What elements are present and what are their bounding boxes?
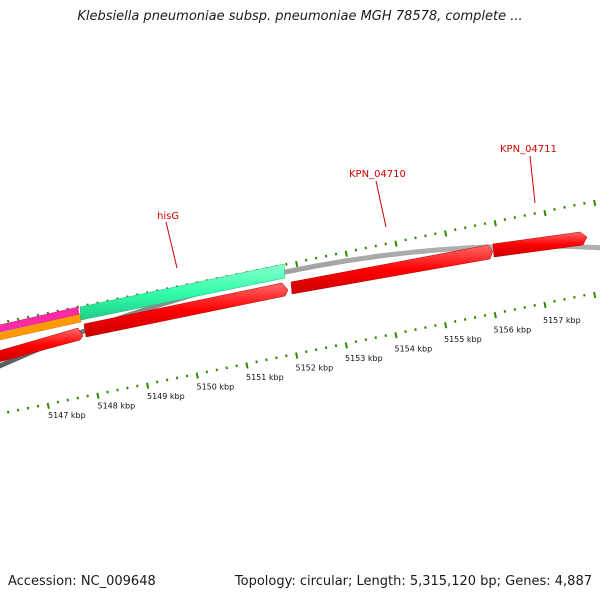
scale-label: 5150 kbp bbox=[197, 383, 235, 392]
scale-tick bbox=[424, 234, 427, 238]
scale-label: 5152 kbp bbox=[296, 364, 334, 373]
gene-label-text: KPN_04710 bbox=[349, 169, 406, 180]
scale-tick bbox=[304, 258, 308, 262]
scale-tick bbox=[295, 352, 299, 359]
scale-tick bbox=[344, 250, 348, 257]
scale-label: 5156 kbp bbox=[494, 326, 532, 335]
scale-tick bbox=[463, 226, 467, 230]
scale-label: 5147 kbp bbox=[48, 411, 86, 420]
scale-tick bbox=[483, 222, 487, 226]
label-leader-line bbox=[529, 155, 536, 204]
scale-tick bbox=[374, 244, 377, 248]
scale-tick bbox=[593, 199, 597, 207]
scale-tick bbox=[334, 252, 338, 256]
scale-tick bbox=[384, 242, 387, 246]
scale-label: 5155 kbp bbox=[444, 335, 482, 344]
scale-label: 5148 kbp bbox=[98, 402, 136, 411]
scale-tick bbox=[404, 238, 407, 242]
scale-tick bbox=[26, 315, 30, 319]
scale-tick bbox=[493, 220, 497, 227]
scale-tick bbox=[503, 218, 507, 221]
scale-tick bbox=[314, 256, 318, 260]
gene-label-text: hisG bbox=[157, 211, 179, 222]
map-title: Klebsiella pneumoniae subsp. pneumoniae … bbox=[77, 9, 523, 24]
gene-arrow[interactable] bbox=[0, 327, 84, 363]
scale-tick bbox=[344, 342, 348, 349]
scale-tick bbox=[513, 216, 517, 219]
scale-tick bbox=[454, 228, 457, 232]
accession-text: Accession: NC_009648 bbox=[8, 574, 156, 589]
scale-tick bbox=[533, 212, 536, 215]
label-leader-line bbox=[375, 180, 387, 228]
scale-tick bbox=[295, 260, 299, 268]
label-leader-line bbox=[165, 221, 178, 269]
scale-tick bbox=[6, 319, 10, 323]
scale-tick bbox=[493, 311, 497, 319]
scale-tick bbox=[434, 232, 437, 236]
scale-tick bbox=[473, 224, 477, 228]
orange-feature[interactable] bbox=[0, 313, 82, 341]
scale-tick bbox=[245, 362, 249, 369]
scale-labels: 5147 kbp 5148 kbp 5149 kbp 5150 kbp 5151 kbp… bbox=[48, 316, 581, 420]
genome-summary-text: Topology: circular; Length: 5,315,120 bp… bbox=[234, 574, 592, 589]
scale-tick bbox=[146, 382, 150, 389]
scale-tick bbox=[583, 201, 586, 205]
gene-label-kpn04711[interactable]: KPN_04711 bbox=[500, 144, 557, 204]
gene-label-kpn04710[interactable]: KPN_04710 bbox=[349, 169, 406, 228]
gene-label-text: KPN_04711 bbox=[500, 144, 557, 155]
scale-tick bbox=[593, 291, 597, 299]
scale-tick bbox=[364, 246, 368, 250]
scale-tick bbox=[563, 205, 566, 209]
scale-tick bbox=[394, 332, 398, 339]
magenta-feature[interactable] bbox=[0, 306, 80, 333]
scale-tick bbox=[444, 230, 448, 237]
scale-tick bbox=[523, 214, 527, 217]
feature-track bbox=[0, 231, 588, 363]
scale-label: 5153 kbp bbox=[345, 354, 383, 363]
scale-tick bbox=[414, 236, 417, 240]
gene-label-hisG[interactable]: hisG bbox=[157, 211, 179, 269]
scale-label: 5149 kbp bbox=[147, 392, 185, 401]
inner-scale-ring bbox=[0, 291, 597, 419]
scale-tick bbox=[444, 322, 448, 329]
scale-tick bbox=[46, 402, 50, 409]
scale-tick bbox=[324, 254, 328, 258]
scale-tick bbox=[573, 203, 576, 207]
scale-tick bbox=[16, 317, 20, 321]
scale-label: 5157 kbp bbox=[543, 316, 581, 325]
scale-tick bbox=[543, 209, 547, 217]
scale-tick bbox=[553, 207, 556, 211]
scale-tick bbox=[96, 392, 100, 399]
gene-arrow[interactable] bbox=[83, 282, 289, 338]
gene-arrow[interactable] bbox=[290, 244, 494, 295]
gene-arrow[interactable] bbox=[492, 231, 588, 258]
scale-tick bbox=[354, 248, 358, 252]
scale-label: 5151 kbp bbox=[246, 373, 284, 382]
hisG-ncrna-feature[interactable] bbox=[79, 263, 286, 321]
scale-label: 5154 kbp bbox=[395, 345, 433, 354]
scale-tick bbox=[195, 372, 199, 379]
scale-tick bbox=[285, 262, 288, 266]
scale-tick bbox=[543, 301, 547, 309]
scale-tick bbox=[394, 240, 398, 247]
